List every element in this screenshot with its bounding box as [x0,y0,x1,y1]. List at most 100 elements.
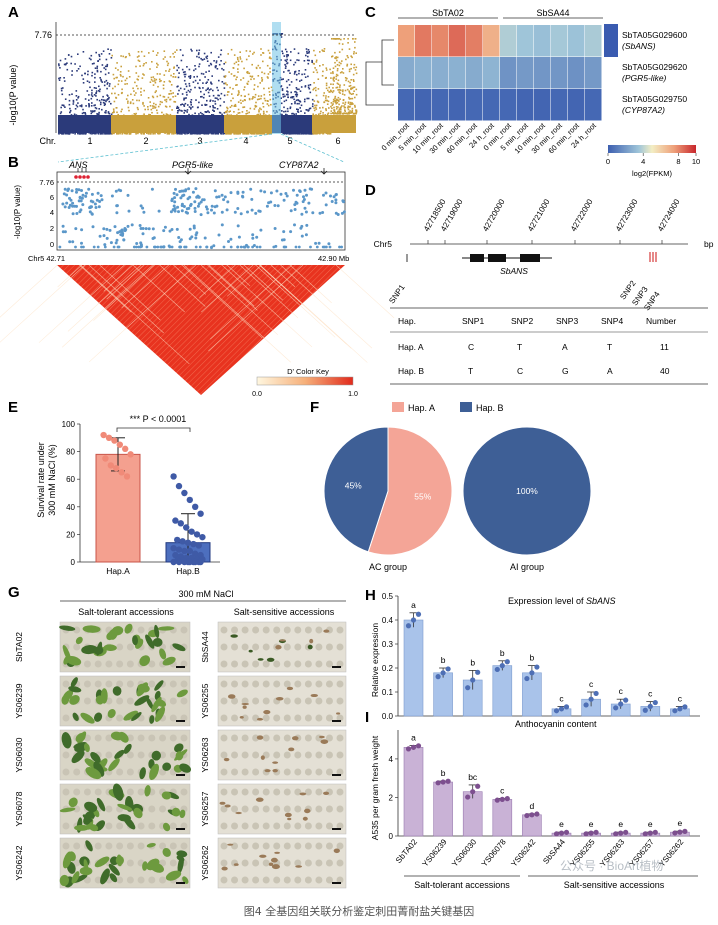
figure-caption: 图4 全基因组关联分析鉴定刺田菁耐盐关键基因 [243,905,475,918]
manhattan-point [169,105,171,108]
manhattan-point [311,98,314,101]
tray-cell [62,822,70,830]
manhattan-point [298,133,301,135]
manhattan-point [104,65,107,68]
tray-cell [231,876,239,884]
lead-snp-point [82,175,86,179]
regional-point [237,235,241,239]
manhattan-point [335,86,338,89]
manhattan-point [283,106,285,109]
manhattan-point [104,111,107,114]
tray-cell [315,842,323,850]
manhattan-point [149,68,151,70]
manhattan-point [304,112,306,114]
manhattan-point [312,88,314,91]
manhattan-point [334,111,336,114]
regional-point [90,192,94,196]
manhattan-point [317,88,320,90]
manhattan-point [335,78,337,80]
tray-cell [137,842,145,850]
plant-leaf [82,625,101,633]
manhattan-point [246,110,248,112]
manhattan-point [158,132,161,134]
manhattan-point [350,55,352,57]
manhattan-point [153,105,155,108]
plant-leaf [68,686,82,693]
regional-point [300,224,304,228]
manhattan-point [151,111,153,114]
manhattan-point [315,61,318,63]
manhattan-point [260,97,262,100]
manhattan-point [101,98,103,101]
tray-cell [105,822,113,830]
manhattan-point [353,113,356,115]
tray-cell [294,626,302,634]
regional-point [301,200,305,204]
regional-point [250,208,254,212]
plant-wilted [260,755,265,760]
panel-i-category: YS06239 [421,837,449,868]
manhattan-point [72,99,75,102]
manhattan-point [94,104,96,106]
manhattan-point [58,79,61,81]
panel-i-category: SbTA02 [394,837,419,865]
panel-e-point [186,496,193,504]
manhattan-point [162,58,165,60]
regional-point [120,228,124,232]
manhattan-point [212,94,215,97]
manhattan-point [85,105,87,107]
plant-wilted [256,735,264,740]
regional-point [210,245,214,249]
manhattan-point [204,111,207,113]
manhattan-point [310,133,312,135]
manhattan-point [336,59,338,62]
manhattan-point [104,133,106,135]
regional-point [303,188,307,192]
manhattan-point [107,95,109,97]
ld-streak [132,264,185,313]
pie-slice [323,426,389,553]
manhattan-point [299,90,302,92]
manhattan-point [106,82,109,84]
manhattan-point [255,105,258,108]
manhattan-point [313,100,316,102]
manhattan-point [282,96,285,98]
manhattan-point [152,50,154,52]
table-cell: A [562,342,568,352]
manhattan-point [255,67,258,70]
manhattan-point [323,48,326,50]
regional-point [145,245,149,249]
plant-leaf [123,743,132,754]
regional-point [294,200,298,204]
regional-point [192,226,196,230]
panel-i-point [593,829,599,835]
manhattan-point [224,82,227,85]
panel-e-point [193,531,201,538]
tray-cell [262,842,270,850]
manhattan-point [165,106,168,108]
plant-leaf [100,688,108,704]
manhattan-point [157,64,159,66]
panel-h-sig-letter: c [619,686,624,696]
manhattan-point [199,79,201,81]
panel-h-point [465,685,471,691]
manhattan-point [162,113,165,116]
tray-cell [220,626,228,634]
plant-leaf [162,847,171,857]
regional-point [75,204,78,208]
manhattan-point [120,75,122,77]
position-label: 42722000 [569,197,595,233]
manhattan-point [339,71,342,74]
manhattan-point [77,53,79,55]
manhattan-point [338,110,340,112]
manhattan-point [269,98,272,101]
manhattan-point [148,52,150,54]
manhattan-point [96,70,99,73]
manhattan-point [60,106,62,109]
manhattan-point [242,133,245,135]
manhattan-point [224,61,227,64]
regional-point [199,200,203,204]
manhattan-point [348,70,351,73]
plant-leaf [142,861,148,871]
